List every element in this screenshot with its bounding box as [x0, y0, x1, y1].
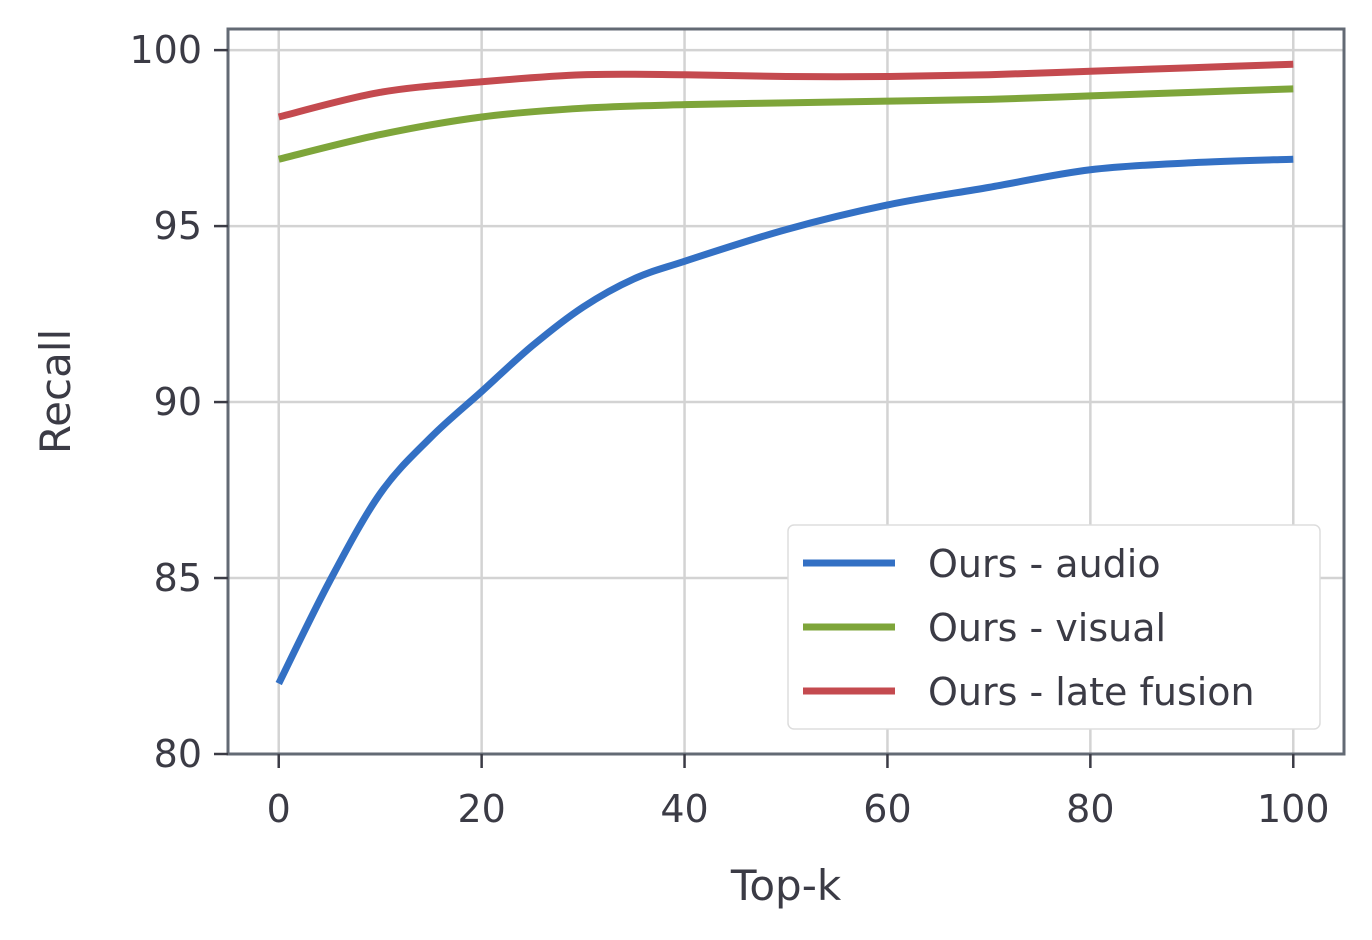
x-tick-label: 80 [1066, 787, 1114, 831]
legend-label: Ours - audio [928, 542, 1161, 586]
y-tick-label: 90 [154, 380, 202, 424]
x-tick-label: 60 [863, 787, 911, 831]
legend-label: Ours - late fusion [928, 670, 1255, 714]
y-tick-label: 85 [154, 556, 202, 600]
y-tick-label: 80 [154, 732, 202, 776]
y-tick-label: 100 [129, 28, 202, 72]
plot-frame [226, 27, 1346, 756]
series-line-2 [277, 60, 1294, 121]
legend: Ours - audio Ours - visual Ours - late fus… [787, 524, 1321, 730]
axis-ticks: 0 20 40 60 80 100 80 85 90 95 100 [129, 28, 1329, 831]
legend-box [787, 524, 1321, 730]
series-line-1 [277, 85, 1294, 163]
x-tick-label: 40 [660, 787, 708, 831]
series-line-0 [275, 155, 1294, 686]
legend-label: Ours - visual [928, 606, 1166, 650]
y-tick-label: 95 [154, 204, 202, 248]
series-lines [275, 60, 1294, 686]
y-axis-title: Recall [31, 329, 80, 454]
x-tick-label: 100 [1257, 787, 1330, 831]
x-axis-title: Top-k [730, 861, 842, 910]
x-tick-label: 0 [267, 787, 291, 831]
x-tick-label: 20 [457, 787, 505, 831]
